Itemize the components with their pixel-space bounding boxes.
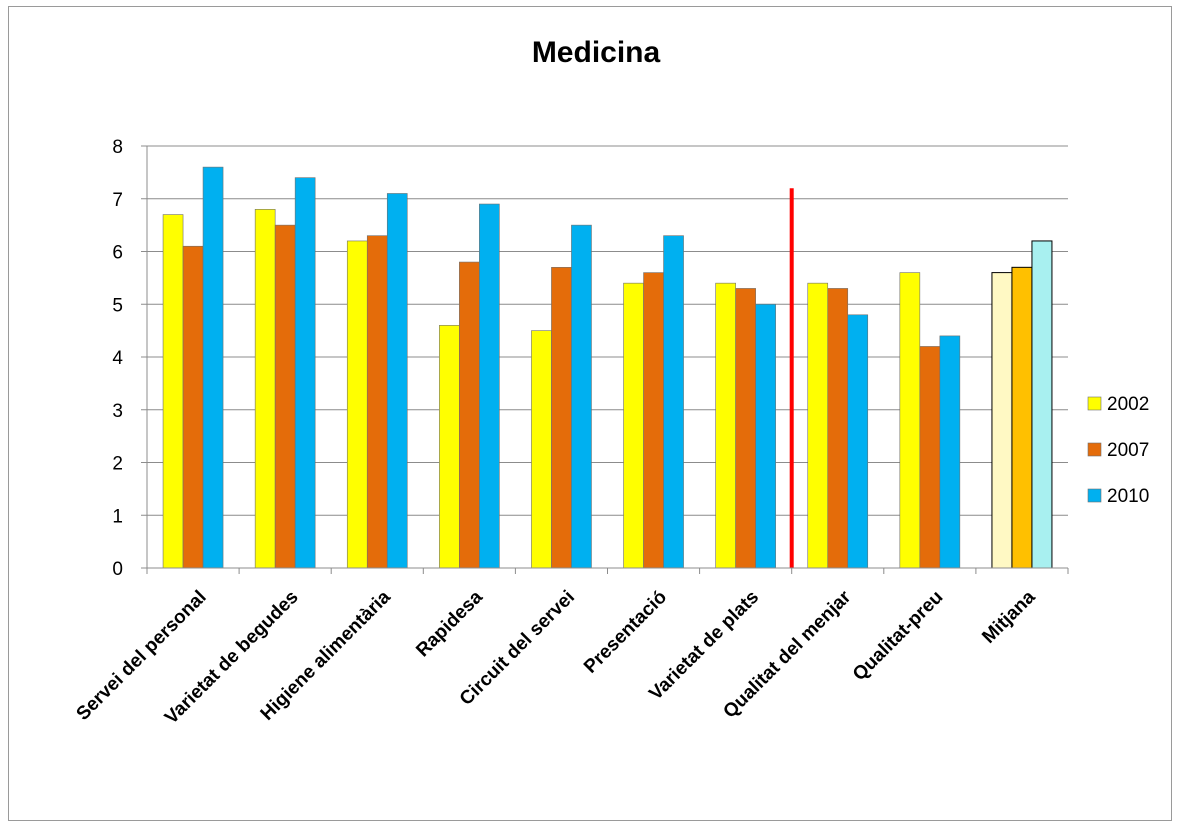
bar-2010-qualitat-del-menjar [847,314,869,569]
bar-2007-qualitat-del-menjar [827,288,849,569]
bar-2010-varietat-de-begudes [294,177,316,569]
x-category-label: Mitjana [978,586,1039,647]
x-category-label: Presentació [580,587,671,678]
y-tick-label: 2 [112,454,123,475]
bar-2007-presentaci- [643,272,664,569]
bar-2007-varietat-de-begudes [274,224,296,569]
legend-swatch-2002 [1087,396,1102,411]
bar-2002-qualitat-del-menjar [807,282,829,569]
bar-2007-higiene-aliment-ria [366,235,388,569]
y-tick-label: 1 [112,506,123,527]
bar-2010-servei-del-personal [202,166,224,569]
bar-2002-circuit-del-servei [531,330,552,569]
bar-2002-rapidesa [439,325,460,569]
bar-2007-rapidesa [459,261,480,569]
bar-2002-servei-del-personal [162,214,184,569]
y-tick-label: 7 [112,190,123,211]
chart-title: Medicina [532,36,661,69]
y-tick-label: 5 [112,295,123,316]
x-category-label: Rapidesa [412,586,487,661]
bar-2002-presentaci- [623,282,644,569]
bar-2010-varietat-de-plats [755,303,776,569]
bar-2007-qualitat-preu [919,346,941,569]
bar-2002-mitjana [991,272,1013,569]
x-category-label: Qualitat-preu [849,587,947,685]
bars [162,166,1053,569]
y-tick-label: 3 [112,401,123,422]
bar-2010-higiene-aliment-ria [386,193,408,569]
y-tick-label: 8 [112,137,123,158]
bar-2002-varietat-de-begudes [254,209,276,569]
bar-2010-mitjana [1031,240,1053,569]
bar-2007-servei-del-personal [182,245,204,569]
bar-2002-higiene-aliment-ria [346,240,368,569]
legend-swatch-2010 [1087,488,1102,503]
legend: 2002 2007 2010 [1087,394,1149,507]
bar-2010-rapidesa [479,203,500,569]
bar-2010-circuit-del-servei [571,224,592,569]
bar-2007-varietat-de-plats [735,288,756,569]
legend-label-2002: 2002 [1107,394,1149,415]
bar-2007-mitjana [1011,266,1033,569]
bar-2002-qualitat-preu [899,272,921,569]
bar-2010-qualitat-preu [939,335,961,569]
y-tick-label: 4 [112,348,123,369]
legend-label-2010: 2010 [1107,486,1149,507]
bar-2010-presentaci- [663,235,684,569]
bar-2002-varietat-de-plats [715,282,736,569]
y-tick-label: 0 [112,559,123,580]
legend-swatch-2007 [1087,442,1102,457]
bar-2007-circuit-del-servei [551,267,572,569]
y-tick-label: 6 [112,243,123,264]
legend-label-2007: 2007 [1107,440,1149,461]
